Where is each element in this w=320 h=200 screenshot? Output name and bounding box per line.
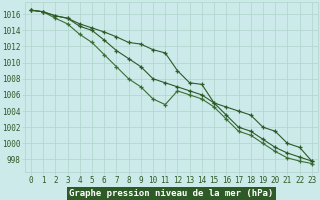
X-axis label: Graphe pression niveau de la mer (hPa): Graphe pression niveau de la mer (hPa) xyxy=(69,189,274,198)
